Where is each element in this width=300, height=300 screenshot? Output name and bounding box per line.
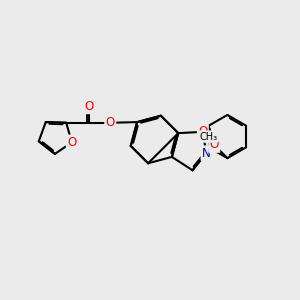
Text: CH₃: CH₃ [199,132,217,142]
Text: O: O [198,125,208,138]
Text: N: N [202,147,211,160]
Text: O: O [84,100,93,113]
Text: O: O [67,136,76,149]
Text: O: O [106,116,115,129]
Text: O: O [210,139,219,152]
